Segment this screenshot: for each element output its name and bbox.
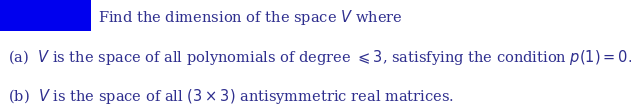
- Text: Find the dimension of the space $V$ where: Find the dimension of the space $V$ wher…: [98, 8, 403, 27]
- FancyBboxPatch shape: [0, 0, 91, 31]
- Text: (b)  $V$ is the space of all $(3 \times 3)$ antisymmetric real matrices.: (b) $V$ is the space of all $(3 \times 3…: [8, 87, 454, 106]
- Text: (a)  $V$ is the space of all polynomials of degree $\leqslant 3$, satisfying the: (a) $V$ is the space of all polynomials …: [8, 48, 631, 67]
